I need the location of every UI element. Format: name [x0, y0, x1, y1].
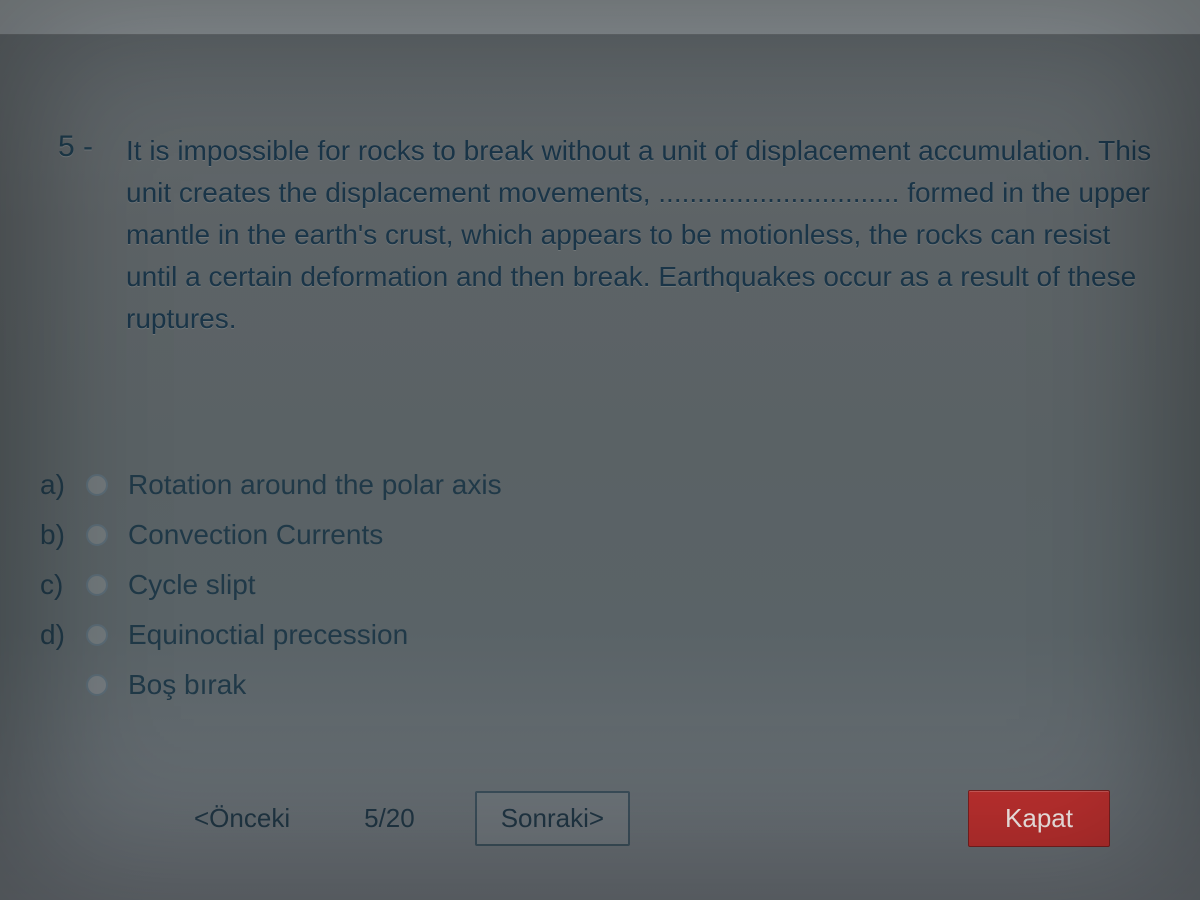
radio-option-blank[interactable] [86, 674, 108, 696]
answer-text[interactable]: Convection Currents [128, 519, 1140, 551]
answer-text[interactable]: Cycle slipt [128, 569, 1140, 601]
answer-text[interactable]: Rotation around the polar axis [128, 469, 1140, 501]
answer-text[interactable]: Boş bırak [128, 669, 1140, 701]
answer-row: Boş bırak [40, 660, 1140, 710]
radio-option-b[interactable] [86, 524, 108, 546]
answers-list: a) Rotation around the polar axis b) Con… [40, 460, 1140, 710]
answer-letter: b) [40, 519, 86, 551]
window-top-strip [0, 0, 1200, 35]
close-button[interactable]: Kapat [968, 790, 1110, 847]
answer-row: b) Convection Currents [40, 510, 1140, 560]
next-button[interactable]: Sonraki> [475, 791, 630, 846]
quiz-screen: 5 - It is impossible for rocks to break … [0, 0, 1200, 900]
answer-letter: d) [40, 619, 86, 651]
question-number: 5 - [58, 130, 118, 164]
answer-row: c) Cycle slipt [40, 560, 1140, 610]
radio-option-c[interactable] [86, 574, 108, 596]
question-text: It is impossible for rocks to break with… [126, 130, 1156, 340]
prev-button[interactable]: <Önceki [170, 793, 314, 844]
radio-option-d[interactable] [86, 624, 108, 646]
radio-option-a[interactable] [86, 474, 108, 496]
answer-letter: c) [40, 569, 86, 601]
page-counter: 5/20 [334, 793, 445, 844]
answer-row: a) Rotation around the polar axis [40, 460, 1140, 510]
answer-letter: a) [40, 469, 86, 501]
nav-bar: <Önceki 5/20 Sonraki> Kapat [170, 790, 1130, 847]
answer-text[interactable]: Equinoctial precession [128, 619, 1140, 651]
answer-row: d) Equinoctial precession [40, 610, 1140, 660]
